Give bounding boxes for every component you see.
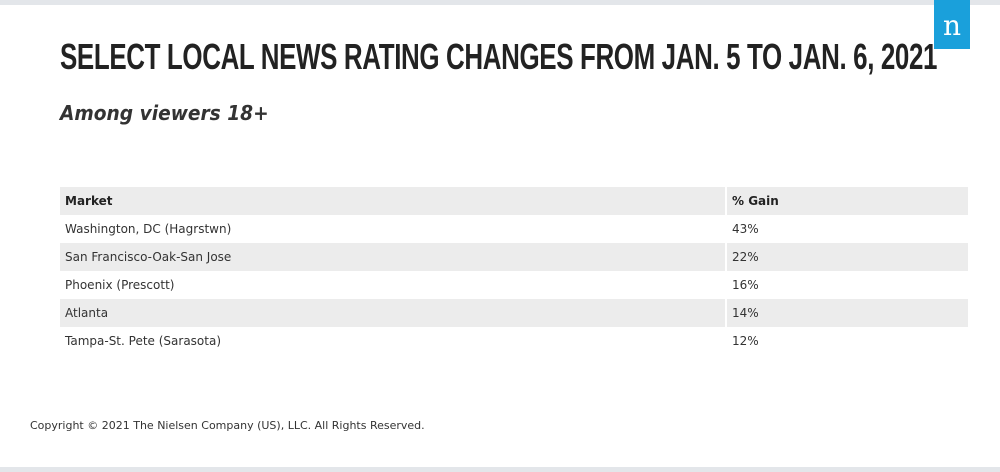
table-row: Phoenix (Prescott) 16% — [60, 271, 968, 299]
ratings-table: Market % Gain Washington, DC (Hagrstwn) … — [60, 187, 968, 355]
page-subtitle: Among viewers 18+ — [60, 101, 269, 125]
table-row: San Francisco-Oak-San Jose 22% — [60, 243, 968, 271]
gain-cell: 14% — [725, 299, 968, 327]
column-header-gain: % Gain — [725, 187, 968, 215]
market-cell: Washington, DC (Hagrstwn) — [60, 215, 726, 243]
market-cell: Atlanta — [60, 299, 726, 327]
copyright-notice: Copyright © 2021 The Nielsen Company (US… — [30, 419, 425, 432]
nielsen-logo[interactable]: n — [934, 0, 970, 49]
logo-letter: n — [942, 8, 962, 42]
top-border — [0, 0, 1000, 5]
table-row: Tampa-St. Pete (Sarasota) 12% — [60, 327, 968, 355]
gain-cell: 12% — [725, 327, 968, 355]
bottom-border — [0, 467, 1000, 472]
market-cell: Tampa-St. Pete (Sarasota) — [60, 327, 726, 355]
gain-cell: 22% — [725, 243, 968, 271]
table-row: Atlanta 14% — [60, 299, 968, 327]
page-title: SELECT LOCAL NEWS RATING CHANGES FROM JA… — [60, 36, 938, 77]
market-cell: San Francisco-Oak-San Jose — [60, 243, 726, 271]
table-row: Washington, DC (Hagrstwn) 43% — [60, 215, 968, 243]
gain-cell: 16% — [725, 271, 968, 299]
gain-cell: 43% — [725, 215, 968, 243]
table-header-row: Market % Gain — [60, 187, 968, 215]
market-cell: Phoenix (Prescott) — [60, 271, 726, 299]
column-header-market: Market — [60, 187, 726, 215]
